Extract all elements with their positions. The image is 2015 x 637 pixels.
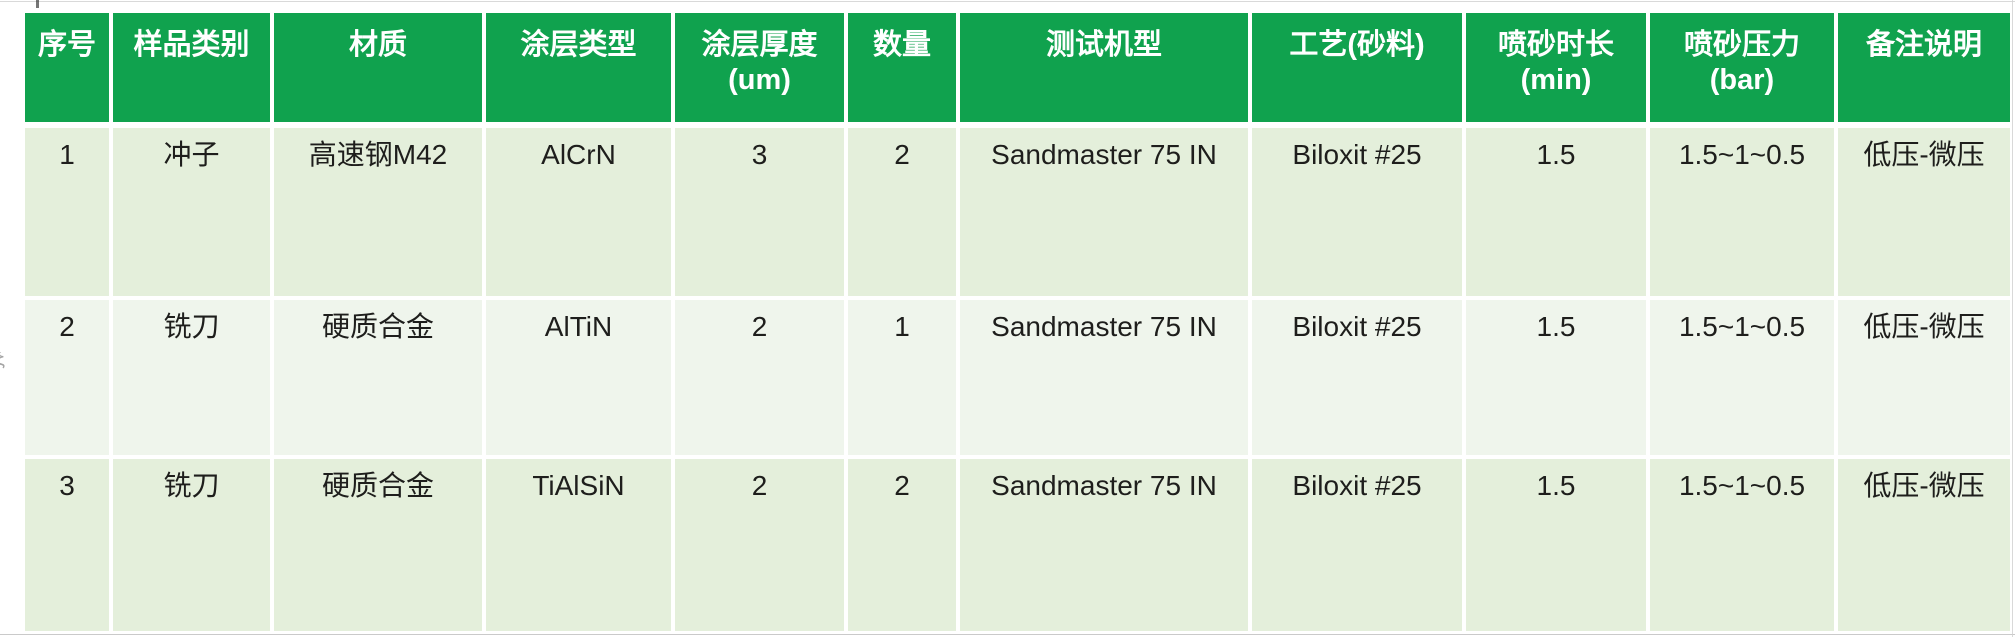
cell-test-machine: Sandmaster 75 IN — [960, 128, 1248, 296]
column-header-label: 喷砂时长 — [1497, 29, 1614, 61]
cell-blast-duration: 1.5 — [1466, 128, 1646, 296]
column-header-unit: (min) — [1520, 64, 1592, 96]
cell-material: 高速钢M42 — [274, 128, 482, 296]
cell-seq: 2 — [25, 300, 109, 455]
cell-material: 硬质合金 — [274, 459, 482, 631]
column-header-label: 喷砂压力 — [1683, 29, 1800, 61]
bottom-edge-hairline — [0, 634, 2015, 635]
table-header-row: 序号 样品类别 材质 涂层类型 涂层厚度 (um) 数量 测试机型 工艺(砂料)… — [25, 13, 2010, 122]
column-header-label: 材质 — [348, 29, 407, 61]
cell-remarks: 低压-微压 — [1838, 459, 2010, 631]
cell-process-media: Biloxit #25 — [1252, 300, 1462, 455]
cell-remarks: 低压-微压 — [1838, 300, 2010, 455]
cell-test-machine: Sandmaster 75 IN — [960, 300, 1248, 455]
left-edge-artifact: ξ — [0, 352, 5, 370]
column-header-coating-thickness: 涂层厚度 (um) — [675, 13, 844, 122]
column-header-label: 序号 — [37, 29, 96, 61]
cell-blast-pressure: 1.5~1~0.5 — [1650, 300, 1834, 455]
column-header-quantity: 数量 — [848, 13, 956, 122]
cell-coating-type: TiAlSiN — [486, 459, 671, 631]
column-header-remarks: 备注说明 — [1838, 13, 2010, 122]
column-header-material: 材质 — [274, 13, 482, 122]
cell-quantity: 2 — [848, 128, 956, 296]
column-header-sample-category: 样品类别 — [113, 13, 270, 122]
cell-sample-category: 铣刀 — [113, 459, 270, 631]
column-header-coating-type: 涂层类型 — [486, 13, 671, 122]
cell-quantity: 1 — [848, 300, 956, 455]
cell-sample-category: 冲子 — [113, 128, 270, 296]
table-row: 2 铣刀 硬质合金 AlTiN 2 1 Sandmaster 75 IN Bil… — [25, 300, 2010, 455]
column-header-label: 涂层类型 — [520, 29, 637, 61]
cell-material: 硬质合金 — [274, 300, 482, 455]
column-header-label: 备注说明 — [1865, 29, 1982, 61]
table-row: 1 冲子 高速钢M42 AlCrN 3 2 Sandmaster 75 IN B… — [25, 128, 2010, 296]
column-header-label: 测试机型 — [1045, 29, 1162, 61]
column-header-label: 数量 — [872, 29, 931, 61]
column-header-unit: (um) — [728, 64, 791, 96]
top-edge-tick-artifact — [36, 0, 39, 8]
cell-seq: 3 — [25, 459, 109, 631]
cell-blast-duration: 1.5 — [1466, 300, 1646, 455]
cell-remarks: 低压-微压 — [1838, 128, 2010, 296]
table-row: 3 铣刀 硬质合金 TiAlSiN 2 2 Sandmaster 75 IN B… — [25, 459, 2010, 631]
cell-blast-pressure: 1.5~1~0.5 — [1650, 128, 1834, 296]
column-header-unit: (bar) — [1709, 64, 1775, 96]
cell-blast-duration: 1.5 — [1466, 459, 1646, 631]
column-header-label: 涂层厚度 — [701, 29, 818, 61]
cell-seq: 1 — [25, 128, 109, 296]
cell-coating-thickness: 3 — [675, 128, 844, 296]
column-header-blast-duration: 喷砂时长 (min) — [1466, 13, 1646, 122]
cell-quantity: 2 — [848, 459, 956, 631]
cell-process-media: Biloxit #25 — [1252, 459, 1462, 631]
cell-coating-type: AlTiN — [486, 300, 671, 455]
cell-coating-thickness: 2 — [675, 459, 844, 631]
cell-coating-thickness: 2 — [675, 300, 844, 455]
right-edge-hairline — [2012, 0, 2013, 637]
column-header-seq: 序号 — [25, 13, 109, 122]
column-header-process-media: 工艺(砂料) — [1252, 13, 1462, 122]
cell-coating-type: AlCrN — [486, 128, 671, 296]
column-header-blast-pressure: 喷砂压力 (bar) — [1650, 13, 1834, 122]
column-header-label: 工艺(砂料) — [1289, 29, 1425, 61]
cell-sample-category: 铣刀 — [113, 300, 270, 455]
column-header-test-machine: 测试机型 — [960, 13, 1248, 122]
top-edge-hairline — [0, 1, 2015, 2]
cell-test-machine: Sandmaster 75 IN — [960, 459, 1248, 631]
cell-process-media: Biloxit #25 — [1252, 128, 1462, 296]
cell-blast-pressure: 1.5~1~0.5 — [1650, 459, 1834, 631]
column-header-label: 样品类别 — [133, 29, 250, 61]
sample-test-table: 序号 样品类别 材质 涂层类型 涂层厚度 (um) 数量 测试机型 工艺(砂料)… — [25, 13, 2010, 631]
